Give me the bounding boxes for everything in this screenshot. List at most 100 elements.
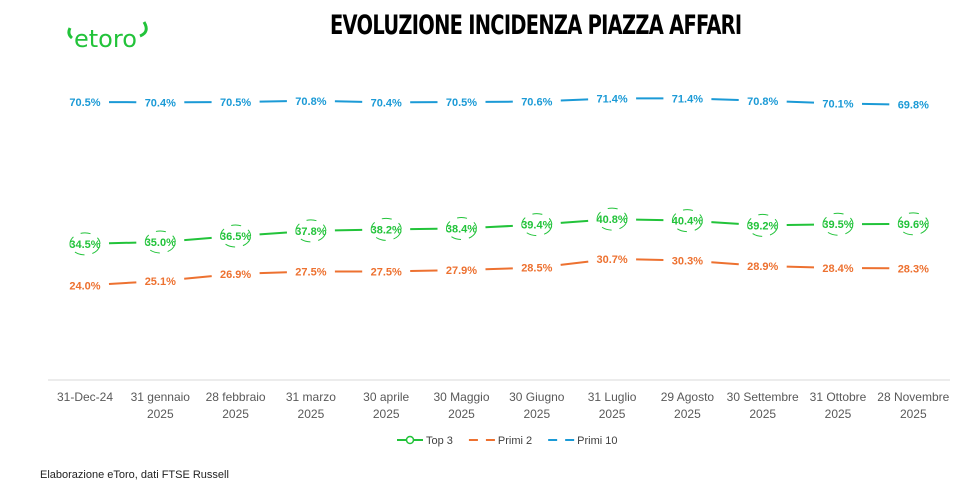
legend-label-top3: Top 3: [426, 435, 453, 447]
x-tick-label: 30 aprile: [363, 390, 409, 404]
data-point-marker: [897, 212, 929, 236]
series-line-primi2: [786, 265, 815, 269]
x-tick-label-year: 2025: [373, 407, 400, 421]
data-label-primi2: 24.0%: [69, 280, 100, 292]
data-label-top3: 39.6%: [898, 219, 929, 231]
legend-label-primi2: Primi 2: [498, 435, 532, 447]
series-line-top3: [259, 231, 288, 236]
data-label-primi2: 27.9%: [446, 265, 477, 277]
data-label-top3: 39.4%: [521, 220, 552, 232]
data-point-marker: [822, 212, 854, 236]
data-label-top3: 39.5%: [822, 219, 853, 231]
data-label-primi10: 70.5%: [69, 97, 100, 109]
series-line-top3: [334, 228, 363, 232]
x-tick-label-year: 2025: [147, 407, 174, 421]
x-tick-label-year: 2025: [523, 407, 550, 421]
data-point-marker: [69, 232, 101, 256]
data-label-primi10: 70.6%: [521, 97, 552, 109]
data-point-marker: [295, 219, 327, 243]
logo-text: etoro: [74, 25, 137, 50]
x-tick-label-year: 2025: [448, 407, 475, 421]
data-label-primi10: 70.8%: [747, 96, 778, 108]
data-point-marker: [521, 213, 553, 237]
x-tick-label-year: 2025: [298, 407, 325, 421]
x-tick-label: 30 Giugno: [509, 390, 565, 404]
x-tick-label: 28 Novembre: [877, 390, 949, 404]
etoro-logo: etoro: [66, 20, 150, 55]
x-tick-label-year: 2025: [599, 407, 626, 421]
data-label-primi2: 30.3%: [672, 255, 703, 267]
data-label-primi2: 25.1%: [145, 276, 176, 288]
x-tick-label: 31 Luglio: [588, 390, 637, 404]
data-point-marker: [370, 217, 402, 241]
series-line-primi10: [786, 100, 815, 104]
data-label-primi10: 71.4%: [672, 93, 703, 105]
data-label-top3: 40.4%: [672, 216, 703, 228]
series-line-top3: [108, 241, 137, 245]
series-line-primi10: [334, 100, 363, 103]
x-tick-label-year: 2025: [222, 407, 249, 421]
data-label-primi2: 28.9%: [747, 261, 778, 273]
legend-marker-top3: [405, 435, 415, 445]
data-point-marker: [747, 213, 779, 237]
data-label-primi2: 27.5%: [295, 267, 326, 279]
data-label-primi10: 70.4%: [371, 97, 402, 109]
data-label-top3: 36.5%: [220, 231, 251, 243]
series-line-top3: [485, 224, 513, 229]
x-tick-label: 31 Ottobre: [810, 390, 867, 404]
x-tick-label: 31-Dec-24: [57, 390, 113, 404]
series-line-primi2: [560, 260, 589, 266]
series-line-primi10: [560, 98, 589, 102]
data-label-primi10: 71.4%: [596, 93, 627, 105]
data-point-marker: [596, 207, 628, 231]
series-line-primi2: [108, 281, 137, 285]
series-line-primi2: [636, 258, 664, 261]
x-tick-label: 31 marzo: [286, 390, 336, 404]
data-label-primi10: 70.1%: [822, 99, 853, 111]
data-label-primi2: 28.5%: [521, 263, 552, 275]
data-label-top3: 38.2%: [371, 224, 402, 236]
x-tick-label: 29 Agosto: [661, 390, 715, 404]
series-line-primi2: [410, 269, 438, 273]
data-label-top3: 38.4%: [446, 224, 477, 236]
series-line-top3: [184, 236, 212, 242]
data-label-primi10: 70.4%: [145, 97, 176, 109]
data-label-primi2: 27.5%: [371, 267, 402, 279]
series-line-primi2: [259, 271, 287, 275]
series-line-top3: [560, 219, 589, 224]
x-tick-label-year: 2025: [900, 407, 927, 421]
legend-label-primi10: Primi 10: [577, 435, 617, 447]
x-tick-label: 28 febbraio: [206, 390, 266, 404]
data-label-primi2: 28.4%: [822, 263, 853, 275]
data-label-primi10: 70.8%: [295, 96, 326, 108]
series-line-top3: [711, 221, 739, 225]
x-tick-label: 31 gennaio: [131, 390, 191, 404]
x-tick-label-year: 2025: [749, 407, 776, 421]
series-line-primi2: [711, 261, 739, 266]
source-note: Elaborazione eToro, dati FTSE Russell: [40, 469, 229, 481]
data-label-top3: 39.2%: [747, 220, 778, 232]
x-tick-label: 30 Settembre: [727, 390, 799, 404]
data-label-top3: 37.8%: [295, 226, 326, 238]
x-tick-label-year: 2025: [674, 407, 701, 421]
data-point-marker: [220, 224, 252, 248]
series-line-top3: [636, 218, 664, 222]
series-line-primi10: [711, 98, 739, 102]
data-label-primi2: 30.7%: [596, 254, 627, 266]
chart-title: EVOLUZIONE INCIDENZA PIAZZA AFFARI: [330, 10, 742, 41]
data-label-top3: 34.5%: [69, 239, 100, 251]
data-label-primi10: 70.5%: [220, 97, 251, 109]
data-label-primi2: 28.3%: [898, 263, 929, 275]
data-label-top3: 40.8%: [596, 214, 627, 226]
data-point-marker: [446, 217, 477, 241]
data-point-marker: [144, 230, 176, 254]
data-label-top3: 35.0%: [145, 237, 176, 249]
data-label-primi2: 26.9%: [220, 269, 251, 281]
series-line-primi2: [485, 267, 513, 271]
x-tick-label-year: 2025: [825, 407, 852, 421]
data-point-marker: [671, 209, 703, 233]
data-label-primi10: 70.5%: [446, 97, 477, 109]
x-tick-label: 30 Maggio: [433, 390, 489, 404]
series-line-primi2: [184, 275, 212, 280]
